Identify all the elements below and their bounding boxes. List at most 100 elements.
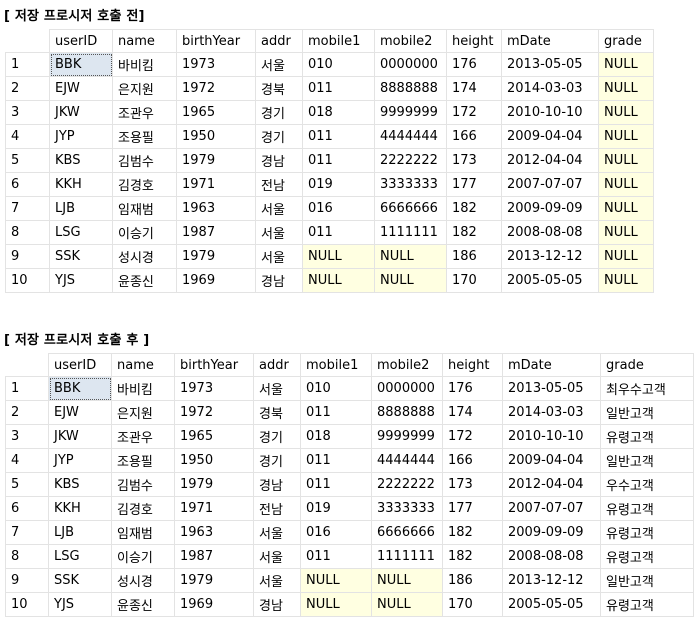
cell-mdate[interactable]: 2010-10-10 [502, 424, 601, 449]
cell-height[interactable]: 166 [446, 124, 502, 149]
column-header-addr[interactable]: addr [255, 29, 303, 53]
cell-userid[interactable]: LJB [49, 196, 113, 221]
cell-mobile2[interactable]: 6666666 [371, 520, 443, 545]
table-row[interactable]: 8 LSG 이승기 1987 서울 011 1111111 182 2008-08-08 NULL [5, 220, 654, 245]
result-grid-after[interactable]: userID name birthYear addr mobile1 mobile2 hei… [5, 353, 694, 617]
cell-height[interactable]: 186 [446, 244, 502, 269]
cell-mobile2[interactable]: 0000000 [374, 52, 447, 77]
cell-addr[interactable]: 경남 [255, 268, 303, 293]
table-row[interactable]: 6 KKH 김경호 1971 전남 019 3333333 177 2007-07-07 유령고객 [5, 496, 694, 521]
cell-addr[interactable]: 경기 [255, 100, 303, 125]
cell-grade[interactable]: 유령고객 [600, 520, 694, 545]
cell-mdate[interactable]: 2012-04-04 [501, 148, 599, 173]
cell-mobile1[interactable]: 011 [302, 220, 375, 245]
table-row[interactable]: 3 JKW 조관우 1965 경기 018 9999999 172 2010-10-10 NULL [5, 100, 654, 125]
row-number[interactable]: 1 [5, 376, 49, 401]
cell-mobile2[interactable]: 1111111 [371, 544, 443, 569]
cell-birthyear[interactable]: 1979 [176, 148, 256, 173]
cell-birthyear[interactable]: 1973 [176, 52, 256, 77]
cell-mobile2[interactable]: 0000000 [371, 376, 443, 401]
cell-birthyear[interactable]: 1979 [174, 472, 254, 497]
cell-userid[interactable]: LSG [49, 220, 113, 245]
cell-mobile2[interactable]: NULL [371, 568, 443, 593]
cell-grade[interactable]: 유령고객 [600, 544, 694, 569]
cell-userid[interactable]: BBK [48, 376, 112, 401]
cell-birthyear[interactable]: 1971 [176, 172, 256, 197]
cell-mdate[interactable]: 2008-08-08 [502, 544, 601, 569]
cell-birthyear[interactable]: 1963 [174, 520, 254, 545]
cell-birthyear[interactable]: 1969 [176, 268, 256, 293]
row-header-corner[interactable] [5, 29, 50, 53]
cell-mobile1[interactable]: NULL [300, 568, 372, 593]
cell-name[interactable]: 이승기 [111, 544, 175, 569]
cell-mobile1[interactable]: 018 [300, 424, 372, 449]
cell-mobile2[interactable]: 2222222 [374, 148, 447, 173]
cell-name[interactable]: 윤종신 [112, 268, 177, 293]
cell-mdate[interactable]: 2008-08-08 [501, 220, 599, 245]
column-header-mdate[interactable]: mDate [501, 29, 599, 53]
table-row[interactable]: 10 YJS 윤종신 1969 경남 NULL NULL 170 2005-05-05 유령고객 [5, 592, 694, 617]
cell-grade[interactable]: 일반고객 [600, 400, 694, 425]
row-number[interactable]: 3 [5, 100, 50, 125]
cell-mdate[interactable]: 2009-09-09 [502, 520, 601, 545]
cell-mdate[interactable]: 2005-05-05 [501, 268, 599, 293]
cell-userid[interactable]: KBS [48, 472, 112, 497]
cell-mobile1[interactable]: NULL [302, 244, 375, 269]
row-number[interactable]: 10 [5, 592, 49, 617]
cell-mobile2[interactable]: 4444444 [371, 448, 443, 473]
cell-birthyear[interactable]: 1965 [174, 424, 254, 449]
cell-birthyear[interactable]: 1979 [174, 568, 254, 593]
column-header-mdate[interactable]: mDate [502, 353, 601, 377]
cell-grade[interactable]: NULL [598, 76, 654, 101]
cell-mdate[interactable]: 2013-12-12 [501, 244, 599, 269]
cell-grade[interactable]: NULL [598, 100, 654, 125]
cell-mobile1[interactable]: 011 [302, 76, 375, 101]
cell-grade[interactable]: NULL [598, 172, 654, 197]
table-row[interactable]: 9 SSK 성시경 1979 서울 NULL NULL 186 2013-12-12 NULL [5, 244, 654, 269]
cell-height[interactable]: 174 [446, 76, 502, 101]
row-number[interactable]: 5 [5, 148, 50, 173]
cell-name[interactable]: 윤종신 [111, 592, 175, 617]
cell-name[interactable]: 임재범 [111, 520, 175, 545]
cell-name[interactable]: 김경호 [112, 172, 177, 197]
row-number[interactable]: 9 [5, 568, 49, 593]
row-header-corner[interactable] [5, 353, 49, 377]
cell-mdate[interactable]: 2014-03-03 [502, 400, 601, 425]
cell-height[interactable]: 177 [442, 496, 503, 521]
cell-birthyear[interactable]: 1972 [176, 76, 256, 101]
cell-height[interactable]: 172 [446, 100, 502, 125]
cell-grade[interactable]: 유령고객 [600, 592, 694, 617]
table-row[interactable]: 1 BBK 바비킴 1973 서울 010 0000000 176 2013-05-05 최우수고… [5, 376, 694, 401]
cell-grade[interactable]: 우수고객 [600, 472, 694, 497]
row-number[interactable]: 5 [5, 472, 49, 497]
column-header-mobile2[interactable]: mobile2 [371, 353, 443, 377]
table-row[interactable]: 5 KBS 김범수 1979 경남 011 2222222 173 2012-04-04 우수고객 [5, 472, 694, 497]
cell-addr[interactable]: 서울 [253, 544, 301, 569]
cell-height[interactable]: 186 [442, 568, 503, 593]
cell-userid[interactable]: YJS [48, 592, 112, 617]
cell-mobile2[interactable]: NULL [374, 244, 447, 269]
cell-userid[interactable]: EJW [48, 400, 112, 425]
table-row[interactable]: 3 JKW 조관우 1965 경기 018 9999999 172 2010-10-10 유령고객 [5, 424, 694, 449]
cell-birthyear[interactable]: 1987 [176, 220, 256, 245]
cell-mobile1[interactable]: 010 [300, 376, 372, 401]
cell-addr[interactable]: 경남 [255, 148, 303, 173]
cell-mobile2[interactable]: 8888888 [371, 400, 443, 425]
cell-grade[interactable]: NULL [598, 124, 654, 149]
row-number[interactable]: 6 [5, 496, 49, 521]
cell-mobile1[interactable]: 016 [300, 520, 372, 545]
cell-userid[interactable]: SSK [48, 568, 112, 593]
cell-userid[interactable]: JKW [49, 100, 113, 125]
cell-addr[interactable]: 서울 [253, 520, 301, 545]
cell-mobile2[interactable]: NULL [371, 592, 443, 617]
table-row[interactable]: 4 JYP 조용필 1950 경기 011 4444444 166 2009-04-04 NULL [5, 124, 654, 149]
table-row[interactable]: 7 LJB 임재범 1963 서울 016 6666666 182 2009-09-09 NULL [5, 196, 654, 221]
cell-userid[interactable]: KKH [49, 172, 113, 197]
cell-height[interactable]: 173 [442, 472, 503, 497]
cell-name[interactable]: 바비킴 [112, 52, 177, 77]
cell-name[interactable]: 은지원 [111, 400, 175, 425]
cell-height[interactable]: 170 [446, 268, 502, 293]
cell-name[interactable]: 조관우 [111, 424, 175, 449]
cell-mobile1[interactable]: 018 [302, 100, 375, 125]
cell-addr[interactable]: 전남 [253, 496, 301, 521]
